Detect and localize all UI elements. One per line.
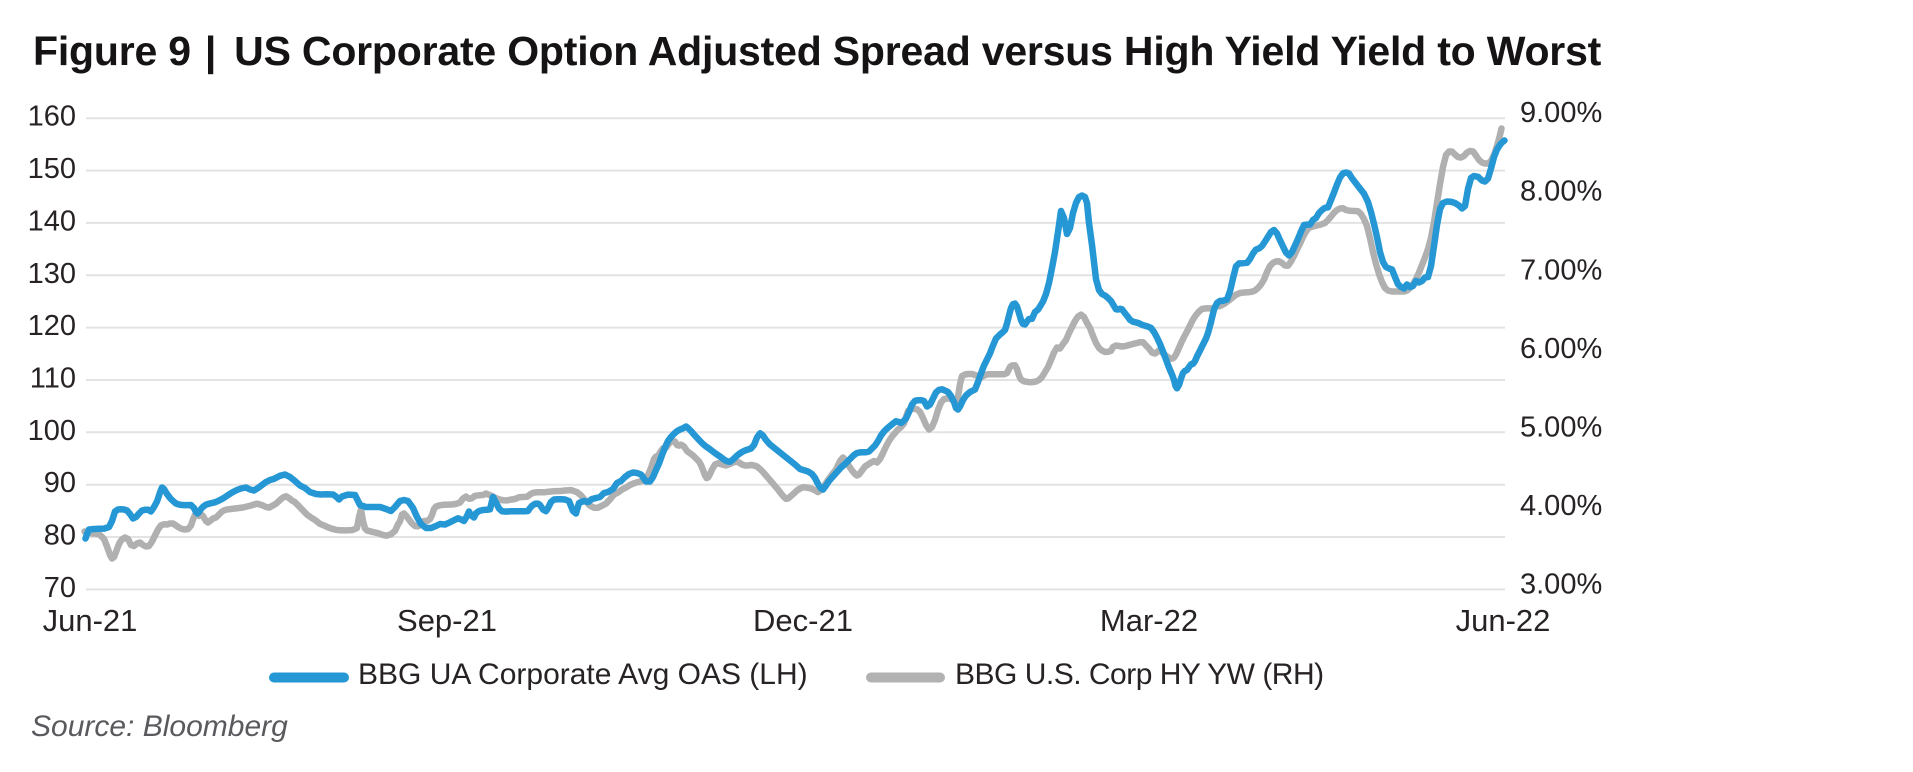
svg-text:8.00%: 8.00%: [1520, 176, 1602, 208]
svg-text:130: 130: [28, 258, 76, 290]
svg-text:70: 70: [44, 572, 76, 604]
svg-text:120: 120: [28, 310, 76, 342]
svg-text:Dec-21: Dec-21: [753, 603, 853, 638]
svg-text:Jun-21: Jun-21: [43, 603, 138, 638]
svg-text:BBG UA Corporate Avg OAS (LH): BBG UA Corporate Avg OAS (LH): [358, 658, 808, 691]
svg-text:90: 90: [44, 467, 76, 499]
svg-text:160: 160: [28, 101, 76, 133]
svg-text:110: 110: [30, 363, 76, 395]
svg-text:BBG U.S. Corp HY YW (RH): BBG U.S. Corp HY YW (RH): [955, 658, 1324, 691]
svg-text:Mar-22: Mar-22: [1100, 603, 1198, 638]
svg-text:5.00%: 5.00%: [1520, 411, 1602, 443]
svg-text:9.00%: 9.00%: [1520, 97, 1602, 129]
svg-text:Jun-22: Jun-22: [1456, 603, 1551, 638]
svg-text:6.00%: 6.00%: [1520, 333, 1602, 365]
svg-text:80: 80: [44, 520, 76, 552]
svg-text:4.00%: 4.00%: [1520, 490, 1602, 522]
svg-text:140: 140: [28, 205, 76, 237]
svg-text:7.00%: 7.00%: [1520, 254, 1602, 286]
svg-text:Sep-21: Sep-21: [397, 603, 497, 638]
svg-text:3.00%: 3.00%: [1520, 568, 1602, 600]
svg-text:150: 150: [28, 153, 76, 185]
svg-text:100: 100: [28, 415, 76, 447]
